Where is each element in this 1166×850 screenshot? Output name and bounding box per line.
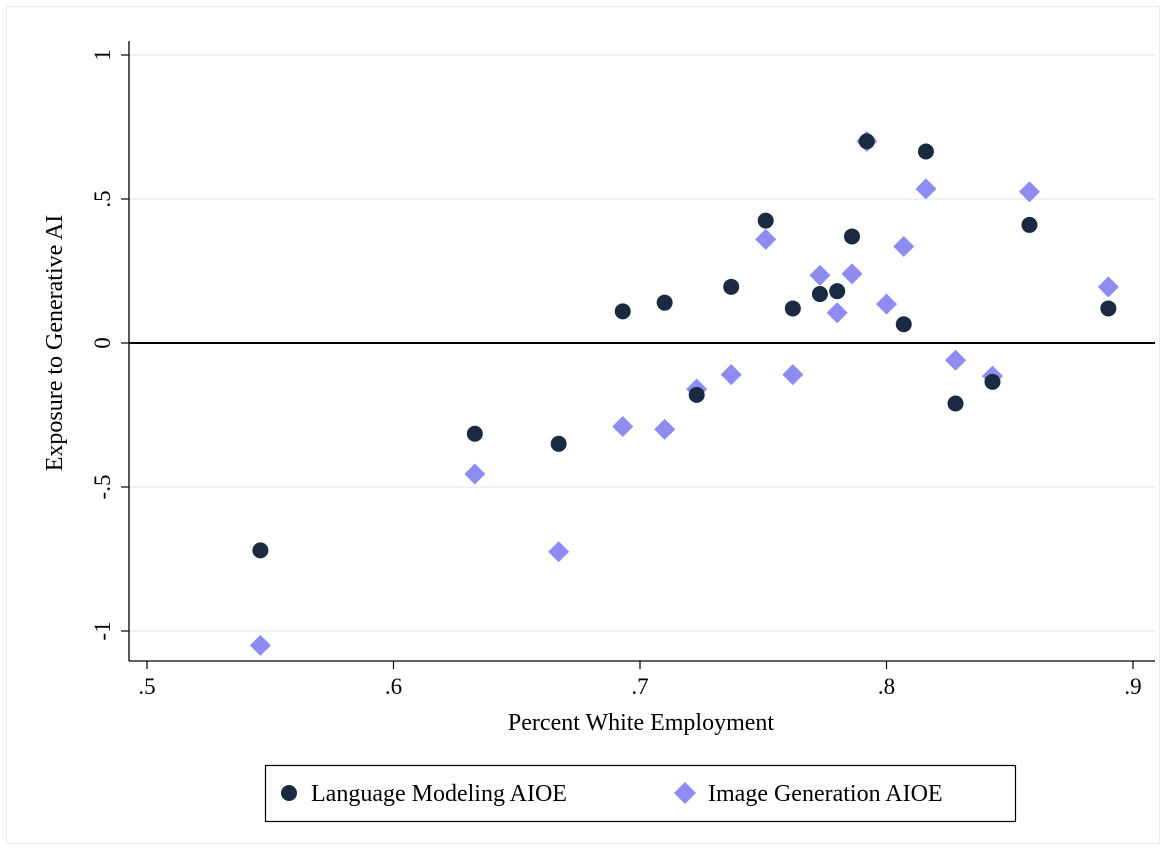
point-language-modeling — [811, 286, 828, 303]
x-axis-ticks: .5 .6 .7 .8 .9 — [138, 661, 1142, 699]
point-image-generation — [720, 364, 742, 386]
y-axis-title: Exposure to Generative AI — [42, 215, 68, 472]
x-tick-label: .9 — [1124, 674, 1141, 699]
point-language-modeling — [1021, 216, 1038, 233]
point-image-generation — [1018, 181, 1040, 203]
point-image-generation — [782, 364, 804, 386]
point-image-generation — [915, 178, 937, 200]
point-language-modeling — [829, 283, 846, 300]
y-tick-label: -.5 — [90, 475, 115, 500]
point-language-modeling — [688, 386, 705, 403]
legend-label-image-generation: Image Generation AIOE — [708, 781, 943, 807]
point-language-modeling — [723, 278, 740, 295]
point-image-generation — [249, 634, 271, 656]
point-image-generation — [612, 416, 634, 438]
point-image-generation — [826, 302, 848, 324]
point-image-generation — [755, 228, 777, 250]
point-image-generation — [1097, 276, 1119, 298]
point-language-modeling — [858, 133, 875, 150]
point-image-generation — [893, 236, 915, 258]
point-language-modeling — [843, 228, 860, 245]
data-points — [249, 130, 1119, 656]
point-language-modeling — [757, 212, 774, 229]
x-tick-label: .6 — [385, 674, 402, 699]
point-language-modeling — [1100, 300, 1117, 317]
x-tick-label: .7 — [631, 674, 648, 699]
y-axis-ticks: -1 -.5 0 .5 1 — [90, 49, 129, 641]
point-language-modeling — [466, 425, 483, 442]
point-language-modeling — [784, 300, 801, 317]
x-tick-label: .5 — [138, 674, 155, 699]
y-tick-label: 0 — [90, 337, 115, 349]
legend-label-language-modeling: Language Modeling AIOE — [311, 781, 567, 807]
point-language-modeling — [895, 316, 912, 333]
point-language-modeling — [656, 294, 673, 311]
y-tick-label: 1 — [90, 49, 115, 61]
x-axis-title: Percent White Employment — [508, 710, 774, 736]
point-language-modeling — [984, 373, 1001, 390]
legend-marker-language-modeling — [281, 785, 297, 801]
point-language-modeling — [917, 143, 934, 160]
legend-box — [264, 764, 1017, 823]
point-image-generation — [945, 349, 967, 371]
y-tick-label: .5 — [90, 190, 115, 207]
figure-border — [6, 6, 1160, 844]
point-image-generation — [841, 263, 863, 285]
legend: Language Modeling AIOE Image Generation … — [264, 764, 1017, 823]
y-tick-label: -1 — [90, 621, 115, 640]
point-image-generation — [654, 418, 676, 440]
point-language-modeling — [947, 395, 964, 412]
x-tick-label: .8 — [878, 674, 895, 699]
point-image-generation — [876, 293, 897, 315]
point-language-modeling — [550, 435, 567, 452]
point-image-generation — [548, 541, 570, 563]
point-language-modeling — [252, 542, 269, 559]
point-image-generation — [809, 264, 831, 286]
legend-marker-image-generation — [674, 782, 696, 804]
point-language-modeling — [614, 303, 631, 320]
point-image-generation — [464, 463, 486, 485]
gridlines — [129, 54, 1155, 632]
